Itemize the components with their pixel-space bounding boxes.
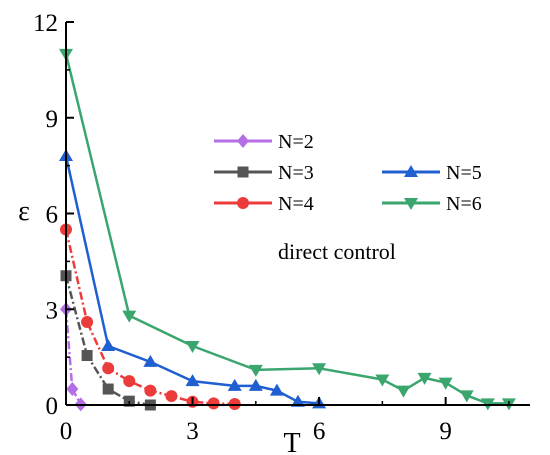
y-tick-label: 6 <box>46 202 59 229</box>
y-axis-title: ε <box>18 196 30 227</box>
data-point <box>248 364 263 377</box>
x-tick-label: 6 <box>313 418 326 445</box>
x-tick-label: 9 <box>439 418 452 445</box>
y-tick-label: 3 <box>46 297 59 324</box>
data-point <box>417 372 432 385</box>
data-point <box>438 377 453 390</box>
y-tick-label: 12 <box>33 10 58 37</box>
x-tick-label: 3 <box>186 418 199 445</box>
series-4 <box>59 149 327 409</box>
annotation-text: direct control <box>278 239 396 264</box>
data-point <box>396 385 411 398</box>
data-point <box>227 378 242 391</box>
legend-label: N=2 <box>278 131 314 153</box>
data-point <box>269 383 284 396</box>
y-tick-label: 0 <box>46 393 59 420</box>
series-1 <box>60 302 87 412</box>
x-axis-title: T <box>283 428 300 455</box>
data-point <box>102 362 115 375</box>
data-point <box>185 374 200 387</box>
data-point <box>81 350 93 362</box>
data-point <box>312 363 327 376</box>
legend-label: N=6 <box>446 193 482 215</box>
legend-marker <box>237 197 249 209</box>
series-line <box>64 53 509 405</box>
data-point <box>122 310 137 323</box>
data-point <box>291 394 305 407</box>
legend-item-2: N=3 <box>214 162 314 184</box>
legend-marker <box>237 134 249 148</box>
data-point <box>143 354 158 367</box>
legend-item-1: N=2 <box>214 131 314 153</box>
data-point <box>165 390 178 403</box>
data-point <box>101 338 116 351</box>
series-line <box>64 309 82 406</box>
y-tick-label: 9 <box>46 106 59 133</box>
legend-marker <box>404 198 418 210</box>
legend-item-4: N=5 <box>382 162 482 184</box>
series-5 <box>59 48 516 411</box>
data-point <box>144 384 157 397</box>
data-point <box>102 383 114 395</box>
legend-marker <box>237 166 249 178</box>
data-point <box>81 316 94 329</box>
legend-marker <box>404 165 418 177</box>
data-point <box>248 378 263 391</box>
x-tick-label: 0 <box>60 418 73 445</box>
series-line <box>64 275 151 407</box>
data-point <box>375 374 390 387</box>
legend-item-5: N=6 <box>382 193 482 215</box>
data-point <box>185 340 200 353</box>
legend-label: N=4 <box>278 193 314 215</box>
data-point <box>207 397 220 410</box>
data-point <box>123 375 136 388</box>
legend-label: N=5 <box>446 162 482 184</box>
legend-label: N=3 <box>278 162 314 184</box>
legend: N=2 N=3 N=4 N=5 N=6 <box>214 131 482 215</box>
axes-layer: 0 3 6 9 0 3 6 9 12 Tε <box>18 10 530 455</box>
data-point <box>66 382 79 397</box>
legend-item-3: N=4 <box>214 193 314 215</box>
data-point <box>459 390 474 403</box>
